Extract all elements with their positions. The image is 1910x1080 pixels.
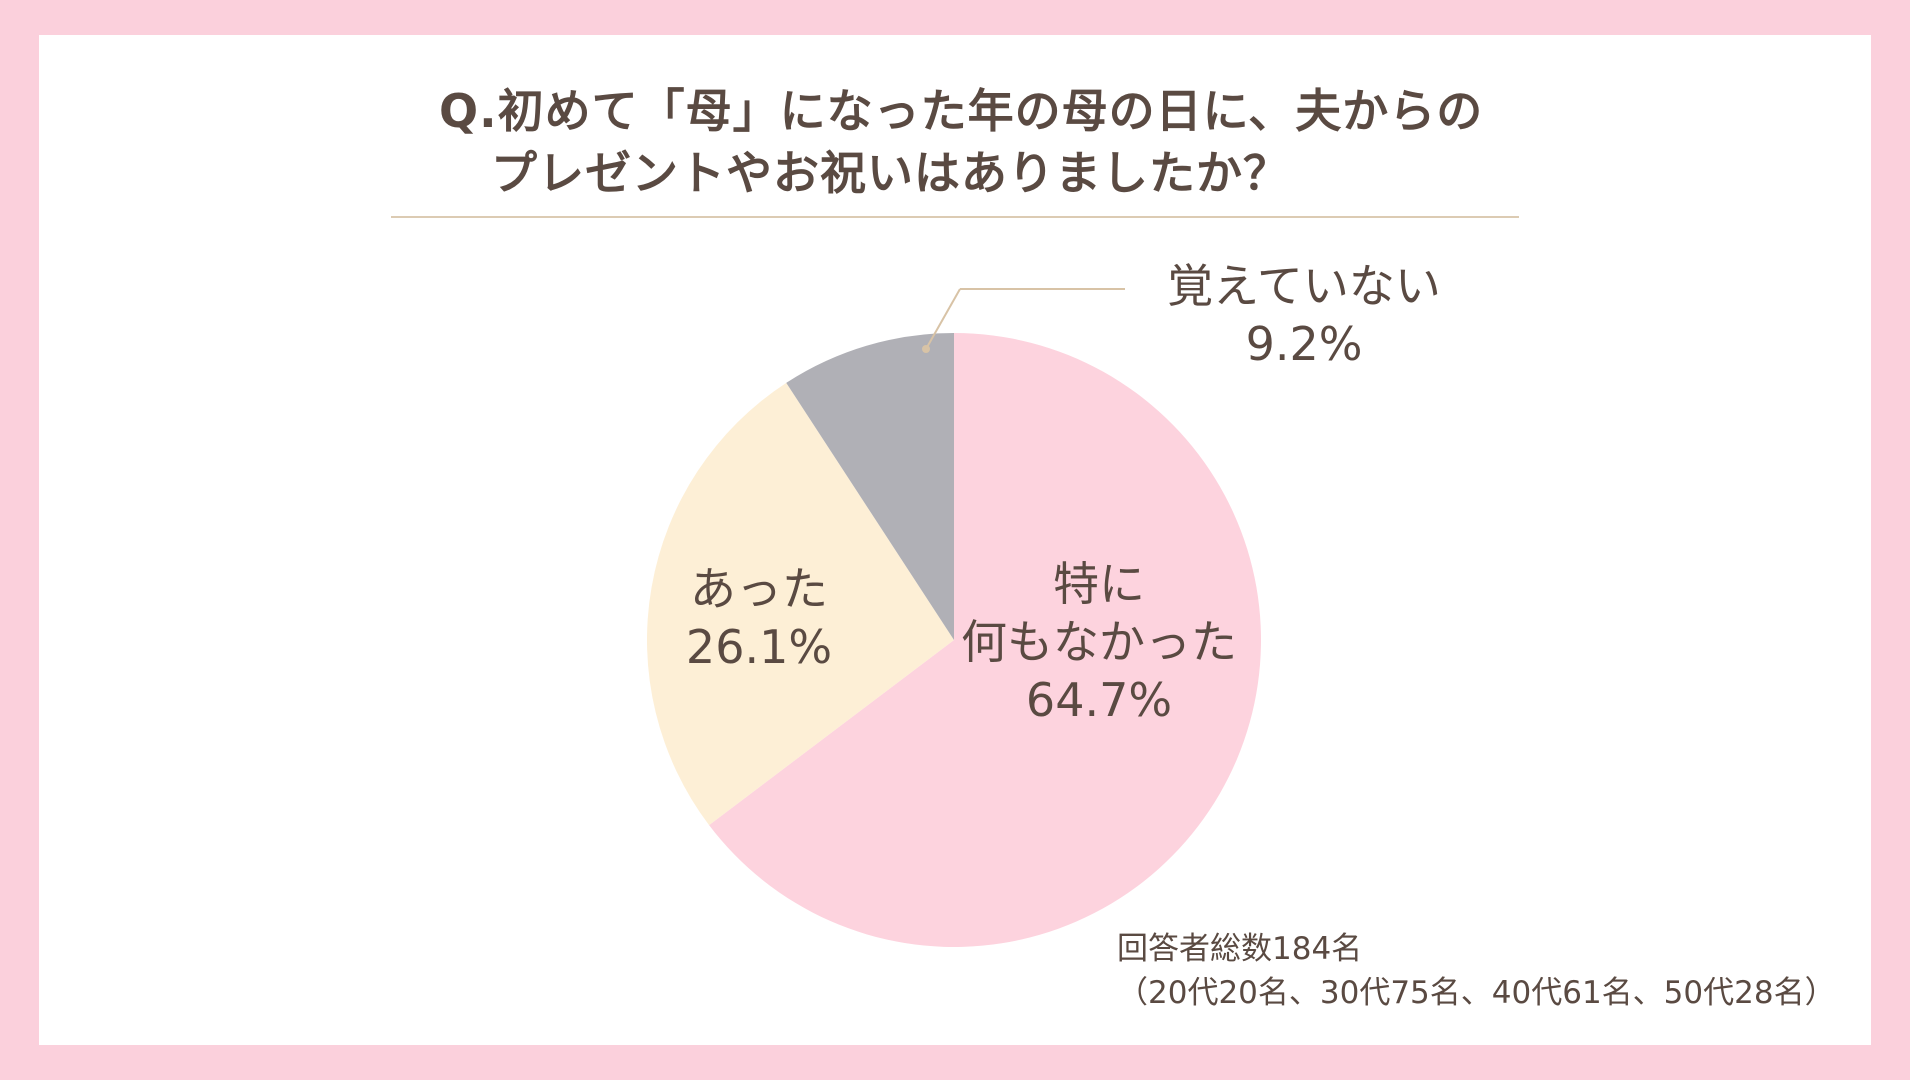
slice-label-yes-line-1: あった	[690, 562, 828, 616]
pie-slice-yes	[647, 382, 954, 826]
chart-card: Q.初めて「母」になった年の母の日に、夫からの プレゼントやお祝いはありましたか…	[39, 35, 1871, 1045]
chart-title-line-1: Q.初めて「母」になった年の母の日に、夫からの	[439, 84, 1484, 138]
pie-slice-none	[709, 333, 1261, 947]
slice-value-none: 64.7%	[1025, 673, 1173, 727]
respondent-note: 回答者総数184名 （20代20名、30代75名、40代61名、50代28名）	[1117, 927, 1836, 1015]
respondent-breakdown: （20代20名、30代75名、40代61名、50代28名）	[1117, 975, 1836, 1011]
leader-line-diagonal	[925, 288, 961, 350]
slice-value-yes: 26.1%	[685, 620, 833, 674]
slice-label-none-line-2: 何もなかった	[961, 615, 1237, 669]
chart-title-line-2: プレゼントやお祝いはありましたか？	[491, 146, 1290, 200]
respondent-total: 回答者総数184名	[1117, 931, 1363, 967]
slice-label-none-line-1: 特に	[1053, 557, 1145, 611]
slice-label-none: 特に 何もなかった 64.7%	[949, 555, 1249, 729]
leader-dot	[922, 345, 930, 353]
slice-label-dontremember: 覚えていない 9.2%	[1124, 257, 1484, 373]
slice-label-yes: あった 26.1%	[659, 560, 859, 676]
pie-chart	[647, 288, 1261, 947]
title-divider	[391, 216, 1519, 218]
slice-label-dontremember-line-1: 覚えていない	[1167, 259, 1441, 313]
pie-slice-dontremember	[786, 333, 954, 640]
chart-title: Q.初めて「母」になった年の母の日に、夫からの プレゼントやお祝いはありましたか…	[439, 80, 1483, 204]
slice-value-dontremember: 9.2%	[1245, 317, 1363, 371]
